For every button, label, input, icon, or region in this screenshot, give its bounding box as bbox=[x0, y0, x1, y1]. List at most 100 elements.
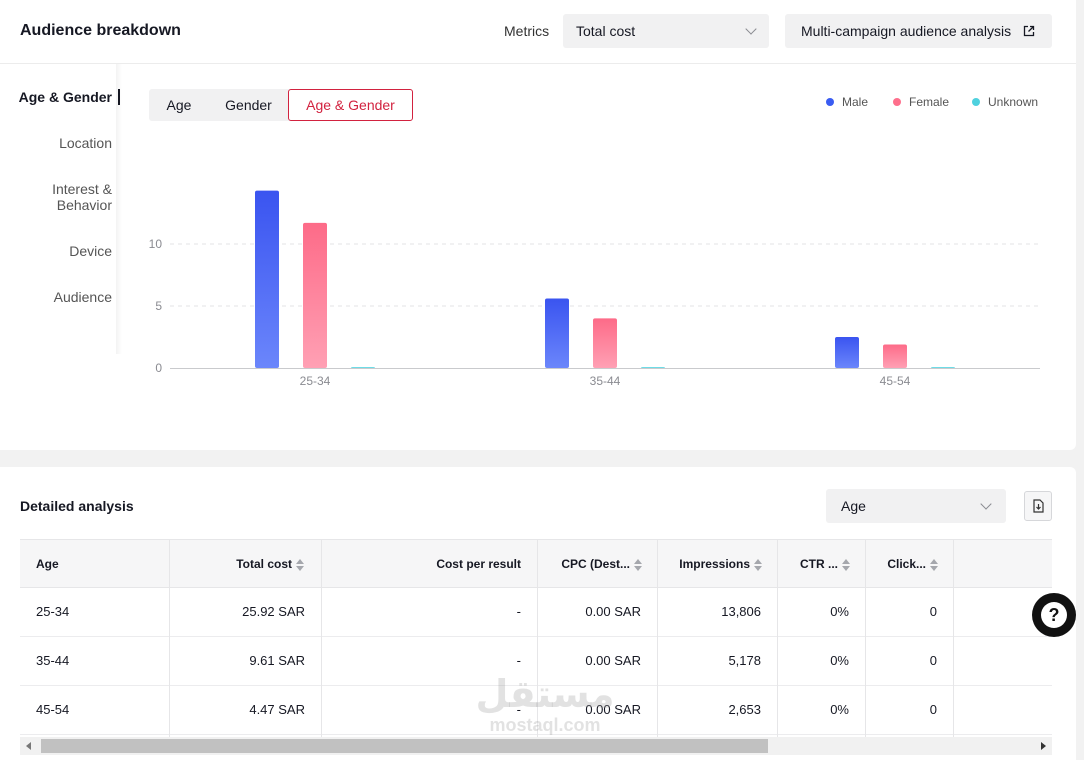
column-divider bbox=[169, 539, 170, 737]
col-header-cost-per-result[interactable]: Cost per result bbox=[436, 557, 521, 571]
col-header-age[interactable]: Age bbox=[36, 557, 59, 571]
chevron-down-icon bbox=[745, 23, 757, 35]
detailed-analysis-title: Detailed analysis bbox=[20, 498, 134, 514]
scroll-left-icon[interactable] bbox=[26, 742, 31, 750]
panel-header: Audience breakdown Metrics Total cost Mu… bbox=[0, 0, 1076, 64]
legend-female[interactable]: Female bbox=[893, 95, 949, 109]
nav-item-interest-line2[interactable]: Behavior bbox=[56, 197, 112, 213]
age-gender-bar-chart: 0 5 10 25-34 35-44 45-54 bbox=[149, 190, 1040, 388]
col-header-total-cost[interactable]: Total cost bbox=[169, 540, 321, 589]
col-header-ctr[interactable]: CTR ... bbox=[777, 540, 865, 589]
cell-age: 25-34 bbox=[36, 604, 70, 619]
cell-cpc: 0.00 SAR bbox=[585, 702, 641, 717]
page-title: Audience breakdown bbox=[20, 22, 181, 39]
tab-gender[interactable]: Gender bbox=[225, 97, 272, 113]
y-tick-label: 5 bbox=[155, 299, 162, 313]
nav-item-age-gender[interactable]: Age & Gender bbox=[18, 89, 112, 105]
column-divider bbox=[953, 539, 954, 737]
cell-ctr: 0% bbox=[830, 653, 849, 668]
cell-impressions: 13,806 bbox=[721, 604, 761, 619]
dimension-select[interactable]: Age bbox=[826, 489, 1006, 523]
col-header-impressions[interactable]: Impressions bbox=[657, 540, 777, 589]
audience-breakdown-panel bbox=[0, 0, 1076, 450]
bar-unknown-45-54[interactable] bbox=[931, 367, 955, 368]
bar-unknown-25-34[interactable] bbox=[351, 367, 375, 368]
x-tick-label: 25-34 bbox=[300, 374, 331, 388]
column-divider bbox=[321, 539, 322, 737]
tab-age-gender[interactable]: Age & Gender bbox=[288, 89, 413, 121]
table-header: Age Total cost Cost per result CPC (Dest… bbox=[20, 539, 1052, 588]
sort-icon[interactable] bbox=[296, 558, 305, 571]
cell-cost-per-result: - bbox=[516, 702, 521, 717]
tab-age[interactable]: Age bbox=[166, 97, 192, 113]
table-horizontal-scrollbar[interactable] bbox=[20, 737, 1052, 755]
column-divider bbox=[777, 539, 778, 737]
bar-unknown-35-44[interactable] bbox=[641, 367, 665, 368]
help-button[interactable]: ? bbox=[1032, 593, 1076, 637]
legend-female-label: Female bbox=[909, 95, 950, 109]
nav-item-device[interactable]: Device bbox=[69, 243, 112, 259]
bar-female-45-54[interactable] bbox=[883, 344, 907, 368]
bar-female-35-44[interactable] bbox=[593, 318, 617, 368]
dimension-select-value: Age bbox=[841, 498, 866, 514]
column-divider bbox=[865, 539, 866, 737]
unknown-dot-icon bbox=[972, 98, 980, 106]
y-tick-label: 0 bbox=[155, 361, 162, 375]
cell-clicks: 0 bbox=[929, 653, 937, 668]
cell-cost-per-result: - bbox=[516, 604, 521, 619]
cell-impressions: 5,178 bbox=[728, 653, 761, 668]
column-divider bbox=[657, 539, 658, 737]
active-nav-indicator bbox=[118, 89, 120, 105]
legend-unknown[interactable]: Unknown bbox=[972, 95, 1038, 109]
bar-male-45-54[interactable] bbox=[835, 337, 859, 368]
table-row: 45-54 4.47 SAR - 0.00 SAR 2,653 0% 0 bbox=[20, 686, 1052, 735]
cell-clicks: 0 bbox=[929, 702, 937, 717]
cell-clicks: 0 bbox=[929, 604, 937, 619]
col-header-cpc[interactable]: CPC (Dest... bbox=[537, 540, 657, 589]
cell-ctr: 0% bbox=[830, 702, 849, 717]
breakdown-side-nav: Age & Gender Location Interest & Behavio… bbox=[0, 64, 120, 354]
metrics-select[interactable]: Total cost bbox=[563, 14, 769, 48]
sort-icon[interactable] bbox=[634, 558, 643, 571]
nav-item-audience[interactable]: Audience bbox=[53, 289, 112, 305]
export-button[interactable] bbox=[1024, 491, 1052, 521]
sort-icon[interactable] bbox=[930, 558, 939, 571]
cell-cpc: 0.00 SAR bbox=[585, 604, 641, 619]
table-row: 25-34 25.92 SAR - 0.00 SAR 13,806 0% 0 bbox=[20, 588, 1052, 637]
scroll-right-icon[interactable] bbox=[1041, 742, 1046, 750]
y-tick-label: 10 bbox=[149, 237, 163, 251]
legend-male[interactable]: Male bbox=[826, 95, 868, 109]
cell-total-cost: 9.61 SAR bbox=[249, 653, 305, 668]
cell-total-cost: 4.47 SAR bbox=[249, 702, 305, 717]
cell-cost-per-result: - bbox=[516, 653, 521, 668]
metrics-label: Metrics bbox=[504, 23, 550, 39]
scrollbar-thumb[interactable] bbox=[41, 739, 768, 753]
nav-item-location[interactable]: Location bbox=[59, 135, 112, 151]
bar-male-35-44[interactable] bbox=[545, 298, 569, 368]
legend-male-label: Male bbox=[842, 95, 869, 109]
bar-female-25-34[interactable] bbox=[303, 222, 327, 368]
sort-icon[interactable] bbox=[754, 558, 763, 571]
x-tick-label: 45-54 bbox=[880, 374, 911, 388]
cell-impressions: 2,653 bbox=[728, 702, 761, 717]
sort-icon[interactable] bbox=[842, 558, 851, 571]
bar-male-25-34[interactable] bbox=[255, 190, 279, 368]
cell-age: 35-44 bbox=[36, 653, 70, 668]
female-dot-icon bbox=[893, 98, 901, 106]
col-header-clicks[interactable]: Click... bbox=[865, 540, 953, 589]
x-tick-label: 35-44 bbox=[590, 374, 621, 388]
multi-campaign-analysis-label: Multi-campaign audience analysis bbox=[801, 23, 1012, 39]
question-icon: ? bbox=[1041, 602, 1067, 628]
multi-campaign-analysis-button[interactable]: Multi-campaign audience analysis bbox=[785, 14, 1052, 48]
nav-item-interest-line1[interactable]: Interest & bbox=[52, 181, 112, 197]
detailed-analysis-table: Age Total cost Cost per result CPC (Dest… bbox=[20, 539, 1052, 737]
legend-unknown-label: Unknown bbox=[988, 95, 1039, 109]
chart-tabs: Age Gender Age & Gender bbox=[149, 89, 413, 121]
column-divider bbox=[537, 539, 538, 737]
chevron-down-icon bbox=[980, 498, 992, 510]
cell-total-cost: 25.92 SAR bbox=[242, 604, 305, 619]
male-dot-icon bbox=[826, 98, 834, 106]
metrics-select-value: Total cost bbox=[576, 23, 636, 39]
cell-cpc: 0.00 SAR bbox=[585, 653, 641, 668]
download-file-icon bbox=[1033, 499, 1044, 513]
